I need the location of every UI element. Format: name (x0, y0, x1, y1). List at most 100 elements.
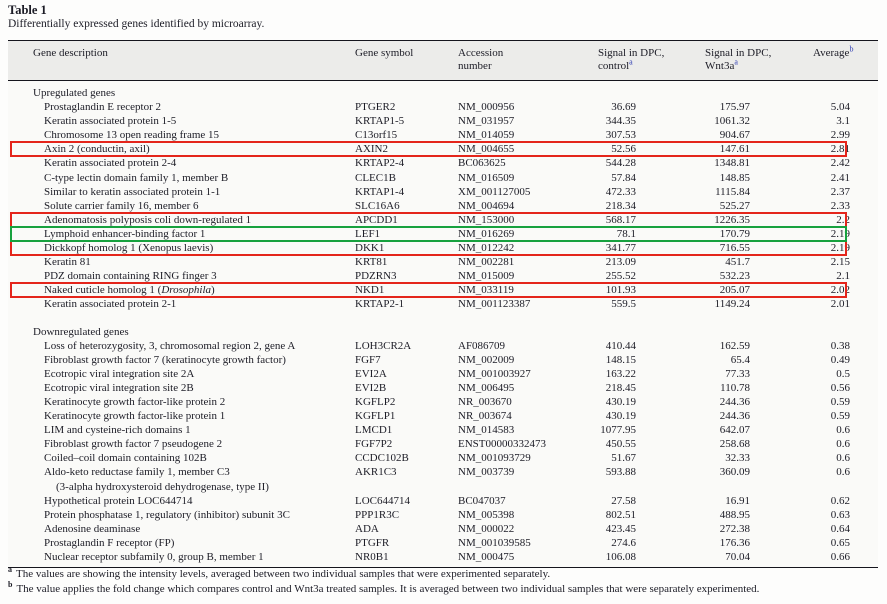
cell-accession-number: NR_003674 (458, 410, 512, 423)
cell-gene-description: Lymphoid enhancer-binding factor 1 (44, 227, 206, 240)
cell-signal-wnt3a: 904.67 (719, 129, 750, 142)
cell-gene-description: Axin 2 (conductin, axil) (44, 143, 150, 156)
cell-gene-description: Keratinocyte growth factor-like protein … (44, 395, 226, 408)
cell-signal-control: 593.88 (605, 466, 636, 479)
table-row: Keratin associated protein 2-4 KRTAP2-4 BC… (8, 156, 878, 170)
cell-signal-wnt3a: 244.36 (719, 410, 750, 423)
cell-gene-description: C-type lectin domain family 1, member B (44, 171, 229, 184)
cell-accession-number: NM_003739 (458, 466, 515, 479)
cell-signal-control: 148.15 (605, 353, 636, 366)
cell-signal-control: 307.53 (605, 129, 636, 142)
cell-gene-description: Fibroblast growth factor 7 pseudogene 2 (44, 438, 223, 451)
table-row: Aldo-keto reductase family 1, member C3(… (8, 465, 878, 493)
cell-signal-control: 255.52 (605, 270, 636, 283)
cell-signal-control: 802.51 (605, 508, 636, 521)
table-row: Fibroblast growth factor 7 pseudogene 2 F… (8, 437, 878, 451)
cell-average: 0.66 (830, 551, 850, 563)
cell-signal-wnt3a: 1226.35 (714, 213, 750, 226)
cell-gene-description: Fibroblast growth factor 7 (keratinocyte… (44, 353, 286, 366)
cell-signal-wnt3a: 70.04 (725, 551, 750, 563)
cell-signal-control: 27.58 (611, 494, 636, 507)
cell-gene-description: Keratin associated protein 1-5 (44, 115, 177, 128)
cell-average: 0.64 (830, 522, 850, 535)
cell-signal-control: 341.77 (605, 242, 636, 255)
cell-average: 2.99 (830, 129, 850, 142)
cell-gene-description: Ecotropic viral integration site 2A (44, 367, 195, 380)
cell-average: 0.6 (836, 424, 850, 437)
cell-signal-control: 163.22 (605, 367, 636, 380)
cell-average: 2.41 (830, 171, 850, 184)
cell-average: 2.37 (830, 185, 850, 198)
table-title: Table 1 (8, 3, 47, 17)
cell-gene-symbol: KGFLP1 (355, 410, 396, 423)
cell-signal-wnt3a: 272.38 (719, 522, 750, 535)
cell-signal-control: 430.19 (605, 410, 636, 423)
footnote-marker: a (8, 565, 12, 575)
cell-gene-description: PDZ domain containing RING finger 3 (44, 270, 217, 283)
cell-signal-control: 274.6 (611, 536, 636, 549)
cell-accession-number: NM_153000 (458, 213, 515, 226)
cell-signal-wnt3a: 170.79 (719, 227, 750, 240)
cell-average: 0.59 (830, 395, 850, 408)
cell-gene-symbol: FGF7P2 (355, 438, 393, 451)
table-row: LIM and cysteine-rich domains 1 LMCD1 NM_0… (8, 423, 878, 437)
cell-signal-wnt3a: 77.33 (725, 367, 750, 380)
cell-accession-number: NM_000475 (458, 551, 515, 563)
cell-gene-symbol: NR0B1 (355, 551, 389, 563)
header-line-2: Wnt3a (705, 59, 735, 72)
cell-average: 2.1 (836, 270, 850, 283)
cell-gene-symbol: LOC644714 (355, 494, 410, 507)
gene-description-text: Naked cuticle homolog 1 ( (44, 284, 162, 297)
cell-accession-number: NM_002009 (458, 353, 515, 366)
header-line-2: number (458, 59, 492, 72)
cell-gene-symbol: LOH3CR2A (355, 339, 412, 352)
footnote: b The value applies the fold change which… (8, 580, 882, 597)
cell-signal-control: 218.45 (605, 381, 636, 394)
footnote-text: The values are showing the intensity lev… (16, 568, 551, 580)
table-row: Prostaglandin F receptor (FP) PTGFR NM_001… (8, 536, 878, 550)
cell-accession-number: NM_016269 (458, 227, 515, 240)
cell-signal-wnt3a: 244.36 (719, 395, 750, 408)
gene-description-italic: Drosophila (161, 284, 212, 297)
cell-gene-description: Coiled–coil domain containing 102B (44, 452, 207, 465)
cell-signal-control: 57.84 (611, 171, 636, 184)
cell-signal-wnt3a: 110.78 (720, 381, 750, 394)
table-row: Adenomatosis polyposis coli down-regulat… (8, 211, 878, 229)
cell-accession-number: XM_001127005 (458, 185, 531, 198)
cell-accession-number: BC063625 (458, 157, 506, 170)
cell-signal-wnt3a: 65.4 (730, 353, 750, 366)
cell-accession-number: NM_015009 (458, 270, 515, 283)
cell-gene-symbol: KRTAP2-4 (355, 157, 405, 170)
cell-gene-symbol: DKK1 (355, 242, 385, 255)
footnote-marker-a: a (734, 56, 738, 66)
cell-signal-control: 410.44 (605, 339, 636, 352)
table-header-row: Gene description Gene symbol Accession nu… (8, 41, 878, 81)
cell-accession-number: NM_002281 (458, 256, 515, 269)
table-row: Fibroblast growth factor 7 (keratinocyte… (8, 353, 878, 367)
cell-average: 2.2 (836, 213, 850, 226)
cell-signal-control: 213.09 (605, 256, 636, 269)
cell-average: 2.01 (830, 298, 850, 311)
cell-gene-description: Similar to keratin associated protein 1-… (44, 185, 221, 198)
header-label: Average (813, 47, 850, 59)
cell-signal-control: 423.45 (605, 522, 636, 535)
cell-gene-description: Aldo-keto reductase family 1, member C3(… (8, 465, 355, 493)
cell-average: 0.65 (830, 536, 850, 549)
table-row: Keratin associated protein 1-5 KRTAP1-5 NM… (8, 114, 878, 128)
cell-accession-number: NM_000022 (458, 522, 515, 535)
cell-accession-number: ENST00000332473 (458, 438, 546, 451)
cell-signal-wnt3a: 148.85 (719, 171, 750, 184)
column-header-signal-wnt3a: Signal in DPC, Wnt3aa (705, 47, 813, 72)
cell-signal-control: 218.34 (605, 199, 636, 212)
cell-signal-wnt3a: 32.33 (725, 452, 750, 465)
header-line-1: Signal in DPC, (598, 47, 665, 59)
cell-average: 2.33 (830, 199, 850, 212)
cell-gene-symbol: LMCD1 (355, 424, 393, 437)
cell-accession-number: NM_033119 (458, 284, 514, 297)
table-row: Keratin associated protein 2-1 KRTAP2-1 NM… (8, 297, 878, 311)
cell-accession-number: NR_003670 (458, 395, 512, 408)
cell-accession-number: BC047037 (458, 494, 506, 507)
table-row: Ecotropic viral integration site 2A EVI2A… (8, 367, 878, 381)
cell-signal-wnt3a: 1115.84 (715, 185, 750, 198)
